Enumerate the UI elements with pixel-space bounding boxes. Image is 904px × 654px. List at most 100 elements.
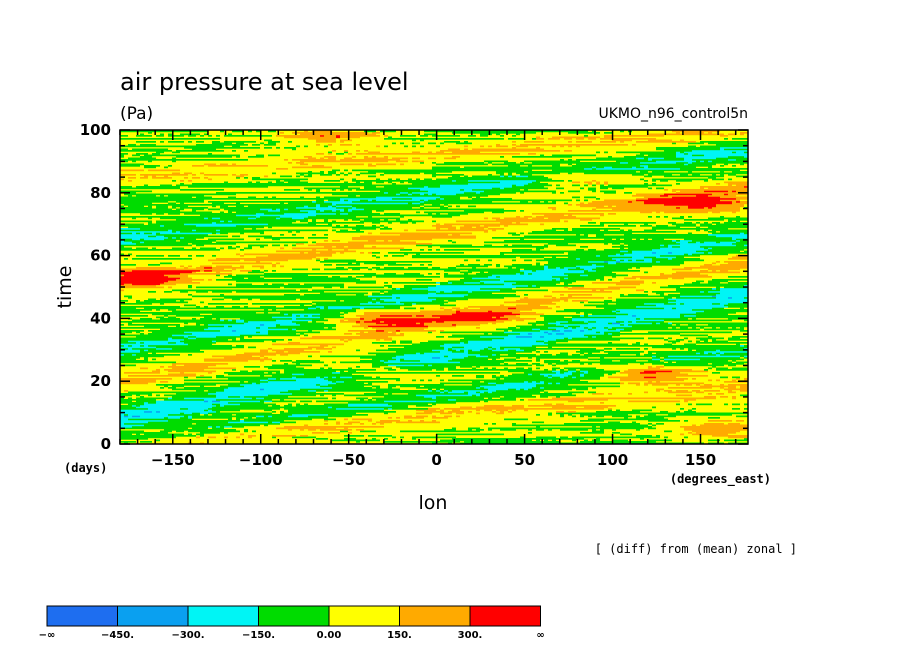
heatmap-cell <box>744 378 748 380</box>
heatmap-cell <box>232 319 236 322</box>
heatmap-cell <box>664 357 740 359</box>
heatmap-cell <box>492 237 732 239</box>
heatmap-cell <box>240 370 248 373</box>
heatmap-cell <box>492 358 496 361</box>
heatmap-cell <box>308 252 316 254</box>
heatmap-cell <box>120 286 164 289</box>
heatmap-cell <box>128 297 132 299</box>
heatmap-cell <box>524 409 528 412</box>
heatmap-cell <box>128 418 192 421</box>
heatmap-cell <box>564 220 568 223</box>
heatmap-cell <box>304 145 308 148</box>
heatmap-cell <box>604 135 664 137</box>
heatmap-cell <box>176 156 232 158</box>
heatmap-cell <box>232 130 244 133</box>
heatmap-cell <box>180 408 188 410</box>
heatmap-cell <box>656 376 676 379</box>
heatmap-cell <box>156 232 160 235</box>
heatmap-cell <box>512 423 516 425</box>
heatmap-cell <box>544 201 548 203</box>
heatmap-cell <box>688 403 692 406</box>
heatmap-cell <box>332 193 396 196</box>
heatmap-cell <box>656 381 660 383</box>
heatmap-cell <box>708 187 748 190</box>
heatmap-cell <box>364 181 372 184</box>
heatmap-cell <box>468 291 472 293</box>
heatmap-cell <box>664 436 668 439</box>
heatmap-cell <box>520 174 532 176</box>
heatmap-cell <box>708 234 748 236</box>
heatmap-cell <box>524 271 584 274</box>
heatmap-cell <box>640 171 648 173</box>
heatmap-cell <box>156 400 204 403</box>
heatmap-cell <box>140 232 144 235</box>
heatmap-cell <box>292 313 320 316</box>
heatmap-cell <box>248 181 252 184</box>
heatmap-cell <box>508 370 552 373</box>
heatmap-cell <box>384 441 460 443</box>
heatmap-cell <box>708 166 712 169</box>
heatmap-cell <box>700 352 704 355</box>
heatmap-cell <box>540 223 544 226</box>
heatmap-cell <box>596 157 636 160</box>
heatmap-cell <box>572 373 580 376</box>
heatmap-cell <box>696 229 700 232</box>
heatmap-cell <box>292 318 296 320</box>
heatmap-cell <box>380 232 472 235</box>
heatmap-cell <box>668 285 744 287</box>
heatmap-cell <box>588 415 592 418</box>
heatmap-cell <box>120 238 132 241</box>
heatmap-cell <box>156 369 160 371</box>
heatmap-cell <box>700 187 704 190</box>
heatmap-cell <box>280 391 316 394</box>
heatmap-cell <box>620 261 652 263</box>
heatmap-cell <box>128 391 216 394</box>
heatmap-cell <box>356 276 372 278</box>
heatmap-cell <box>380 345 384 347</box>
heatmap-cell <box>284 369 376 371</box>
heatmap-cell <box>264 409 272 412</box>
heatmap-cell <box>560 415 564 418</box>
heatmap-cell <box>660 274 708 277</box>
heatmap-cell <box>400 193 408 196</box>
heatmap-cell <box>144 300 176 302</box>
heatmap-cell <box>356 174 360 176</box>
heatmap-cell <box>208 372 212 374</box>
heatmap-cell <box>544 360 560 362</box>
heatmap-cell <box>120 276 168 278</box>
heatmap-cell <box>212 355 252 358</box>
heatmap-cell <box>448 390 452 392</box>
heatmap-cell <box>264 273 376 275</box>
heatmap-cell <box>348 330 376 332</box>
heatmap-cell <box>480 391 484 394</box>
heatmap-cell <box>536 247 544 250</box>
heatmap-cell <box>348 402 456 404</box>
heatmap-cell <box>448 336 480 338</box>
heatmap-cell <box>312 319 328 322</box>
heatmap-cell <box>160 387 164 389</box>
heatmap-cell <box>424 130 588 133</box>
heatmap-cell <box>120 169 144 172</box>
heatmap-cell <box>452 234 460 236</box>
heatmap-cell <box>196 196 212 199</box>
heatmap-cell <box>728 184 732 187</box>
heatmap-cell <box>164 385 168 388</box>
heatmap-cell <box>440 150 560 152</box>
heatmap-cell <box>392 297 396 299</box>
heatmap-cell <box>264 400 272 403</box>
heatmap-cell <box>344 151 348 154</box>
heatmap-cell <box>292 217 304 220</box>
heatmap-cell <box>564 273 616 275</box>
heatmap-cell <box>316 190 320 193</box>
heatmap-cell <box>568 400 584 403</box>
heatmap-cell <box>248 244 268 247</box>
heatmap-cell <box>188 285 192 287</box>
heatmap-cell <box>236 211 308 214</box>
heatmap-cell <box>308 222 364 224</box>
heatmap-cell <box>704 340 708 343</box>
heatmap-cell <box>368 382 372 385</box>
heatmap-cell <box>440 382 488 385</box>
heatmap-cell <box>672 258 700 260</box>
heatmap-cell <box>120 174 136 176</box>
heatmap-cell <box>180 240 216 242</box>
